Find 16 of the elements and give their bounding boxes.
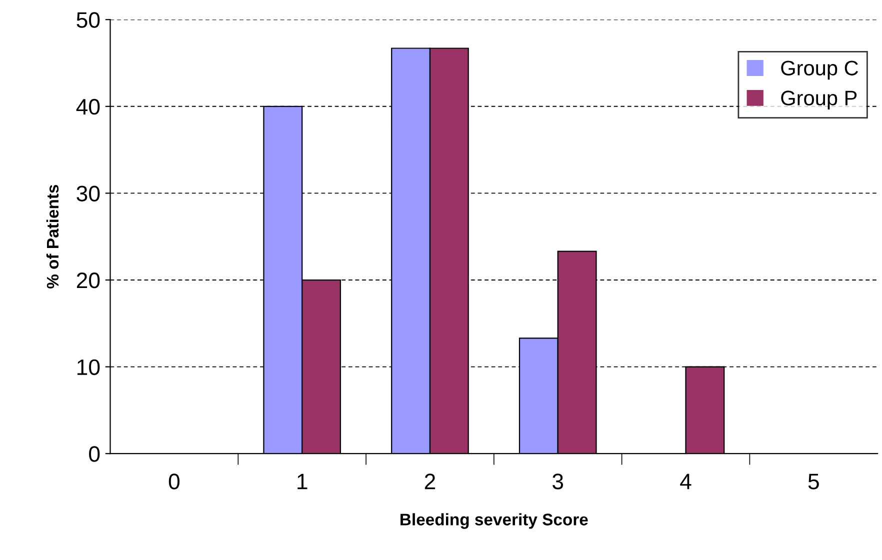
x-tick-label: 3: [552, 474, 564, 490]
y-tick-label: 0: [89, 446, 100, 462]
y-tick-label: 40: [76, 98, 100, 115]
legend-label: Group P: [781, 90, 857, 110]
x-tick-label: 5: [808, 474, 819, 490]
x-tick-label: 1: [298, 474, 308, 490]
y-axis-title: % of Patients: [46, 184, 59, 289]
y-tick-label: 10: [78, 359, 100, 376]
x-tick-label: 0: [168, 474, 180, 490]
x-tick-label: 2: [424, 474, 436, 490]
x-tick-label: 4: [680, 474, 692, 490]
y-tick-label: 20: [76, 272, 100, 288]
legend-label: Group C: [781, 60, 858, 80]
y-tick-label: 30: [76, 186, 100, 202]
x-axis-title: Bleeding severity Score: [400, 513, 588, 529]
y-tick-label: 50: [76, 12, 100, 28]
